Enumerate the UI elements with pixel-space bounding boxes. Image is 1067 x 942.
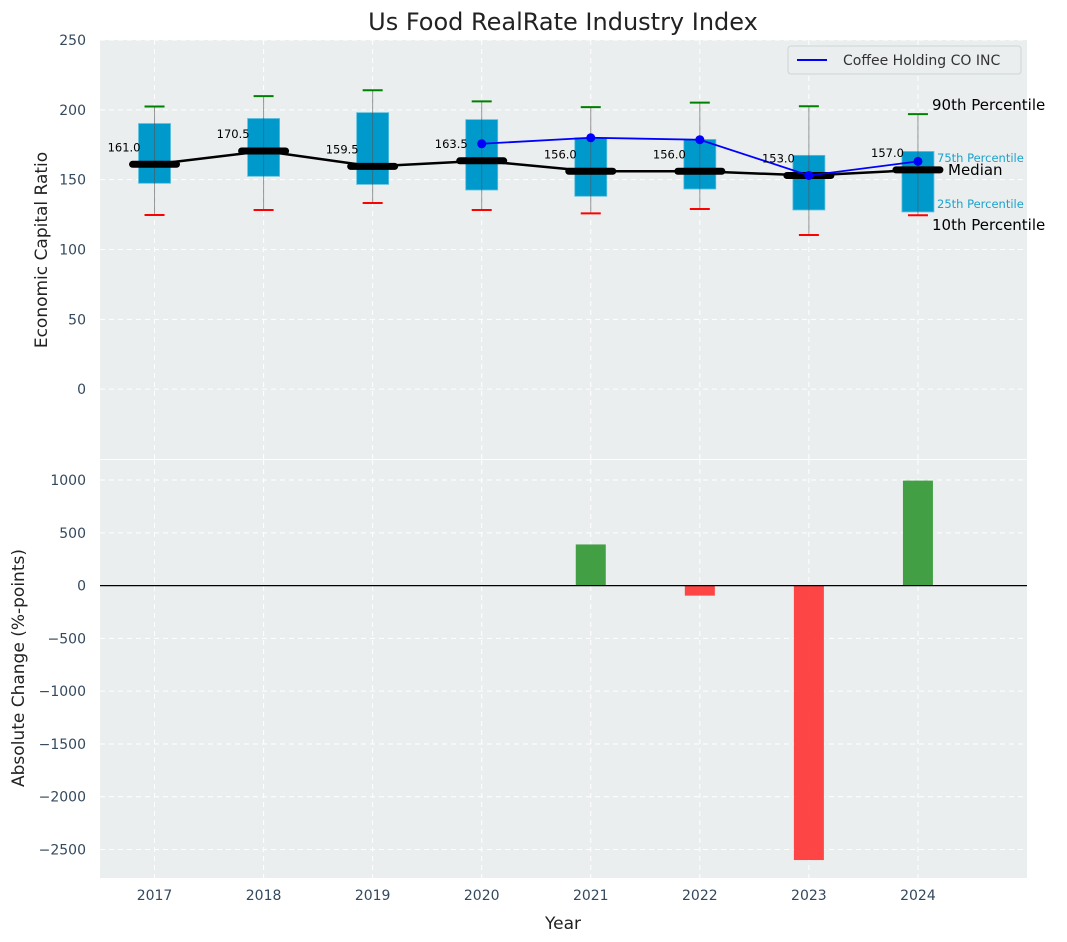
x-tick-label: 2022 [682, 888, 718, 904]
bottom-y-axis-label: Absolute Change (%-points) [9, 549, 29, 787]
percentile-annotations: 90th Percentile 75th Percentile Median 2… [932, 96, 1045, 234]
change-bar-2024 [902, 480, 933, 586]
box-2023 [792, 105, 826, 236]
top-grid [100, 39, 1027, 459]
bottom-y-ticks: 1000 500 0 −500 −1000 −1500 −2000 −2500 [39, 473, 86, 858]
median-value-label: 159.5 [326, 142, 359, 156]
y-tick-label: 0 [77, 579, 86, 595]
legend: Coffee Holding CO INC [787, 45, 1022, 75]
y-tick-label: 500 [59, 526, 86, 542]
median-value-label: 156.0 [653, 147, 686, 161]
box-2021 [574, 106, 608, 215]
median-value-label: 156.0 [544, 147, 577, 161]
chart-title: Us Food RealRate Industry Index [368, 8, 758, 36]
x-axis-label: Year [544, 914, 581, 934]
company-point [913, 156, 923, 166]
box-2024 [901, 113, 935, 217]
change-bar-2023 [793, 585, 824, 861]
box-2019 [356, 89, 390, 204]
annotation-25th: 25th Percentile [937, 197, 1024, 211]
box-series [138, 89, 935, 236]
top-y-axis-label: Economic Capital Ratio [32, 152, 52, 348]
box-2020 [465, 100, 499, 211]
median-value-labels: 161.0 170.5 159.5 163.5 156.0 156.0 153.0 157.0 [108, 127, 904, 165]
bar-series [575, 480, 933, 861]
bottom-plot-background [100, 460, 1027, 878]
median-value-label: 157.0 [871, 146, 904, 160]
median-value-label: 161.0 [108, 140, 141, 154]
annotation-median: Median [948, 161, 1003, 179]
x-tick-label: 2019 [355, 888, 391, 904]
median-line [129, 147, 944, 179]
company-point [586, 133, 596, 143]
y-tick-label: −2500 [39, 843, 86, 859]
box-plot-axes: 0 50 100 150 200 250 161.0 170.5 159.5 163.5 156.… [32, 33, 1045, 459]
median-value-label: 170.5 [217, 127, 250, 141]
annotation-75th: 75th Percentile [937, 151, 1024, 165]
y-tick-label: −2000 [39, 790, 86, 806]
y-tick-label: −1000 [39, 684, 86, 700]
box-2022 [683, 101, 717, 210]
box-2017 [138, 105, 171, 217]
company-point [695, 135, 705, 145]
top-y-ticks: 0 50 100 150 200 250 [59, 33, 86, 398]
legend-label: Coffee Holding CO INC [843, 53, 1000, 69]
y-tick-label: 150 [59, 173, 86, 189]
y-tick-label: 100 [59, 243, 86, 259]
legend-box [787, 45, 1022, 75]
annotation-90th: 90th Percentile [932, 96, 1045, 114]
x-tick-label: 2023 [791, 888, 827, 904]
y-tick-label: 1000 [50, 473, 86, 489]
x-tick-label: 2024 [900, 888, 936, 904]
y-tick-label: 250 [59, 33, 86, 49]
company-line [477, 133, 923, 180]
company-point [804, 170, 814, 180]
company-point [477, 139, 487, 149]
change-bar-2021 [575, 544, 606, 586]
y-tick-label: −1500 [39, 737, 86, 753]
x-ticks: 2017 2018 2019 2020 2021 2022 2023 2024 [137, 888, 936, 904]
y-tick-label: 200 [59, 103, 86, 119]
annotation-10th: 10th Percentile [932, 216, 1045, 234]
median-value-label: 153.0 [762, 151, 795, 165]
x-tick-label: 2018 [246, 888, 282, 904]
bottom-grid [100, 460, 1027, 878]
y-tick-label: 0 [77, 382, 86, 398]
y-tick-label: 50 [68, 312, 86, 328]
y-tick-label: −500 [48, 631, 86, 647]
x-tick-label: 2020 [464, 888, 500, 904]
change-bar-2022 [684, 585, 715, 596]
x-tick-label: 2021 [573, 888, 609, 904]
x-tick-label: 2017 [137, 888, 173, 904]
median-value-label: 163.5 [435, 137, 468, 151]
